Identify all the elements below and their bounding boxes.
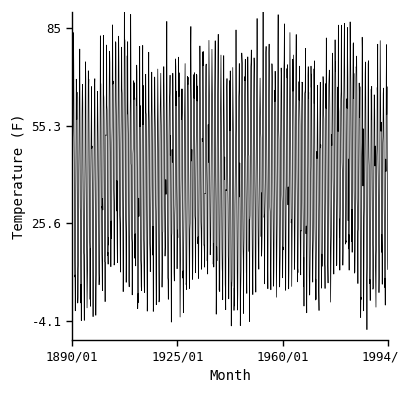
Y-axis label: Temperature (F): Temperature (F) [12,113,26,239]
X-axis label: Month: Month [209,369,251,383]
